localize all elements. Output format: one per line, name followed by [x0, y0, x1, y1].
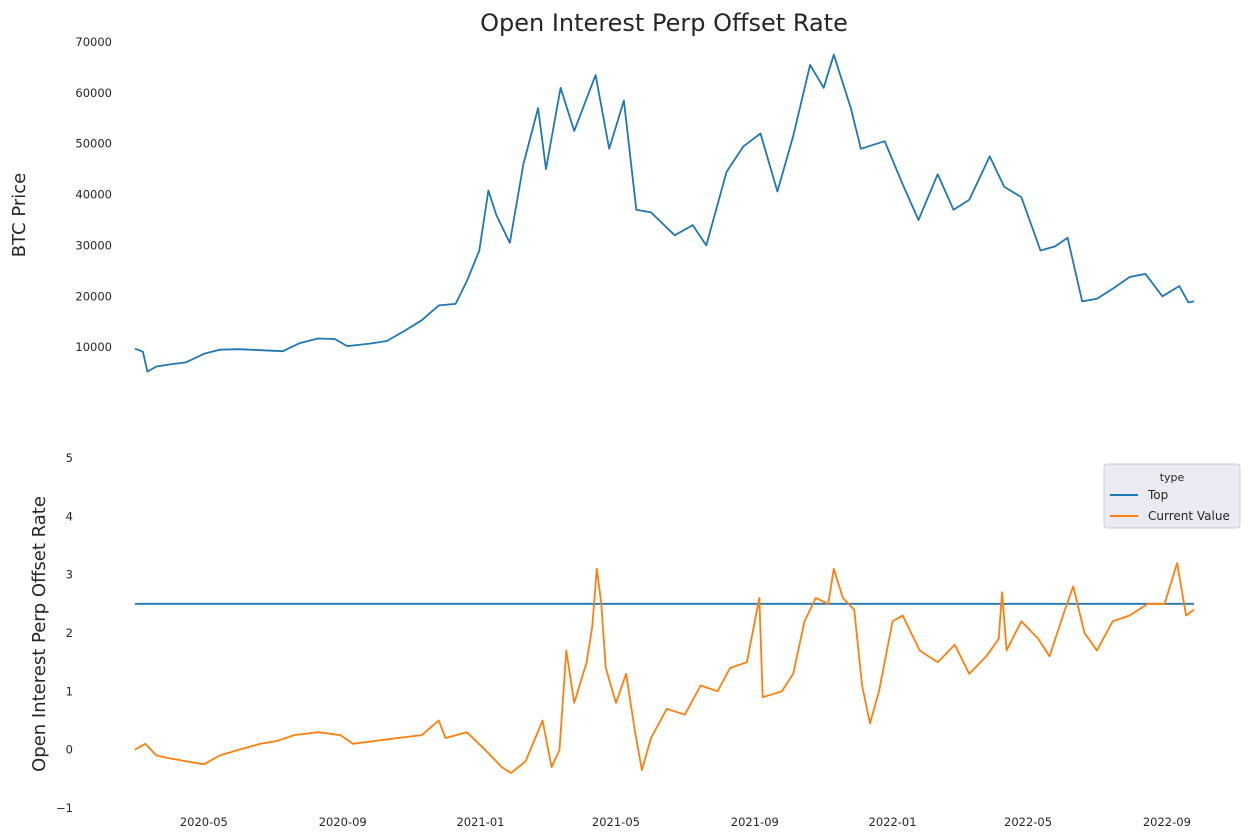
top-y-tick-label: 20000	[75, 289, 112, 303]
legend-box	[1103, 463, 1241, 529]
x-tick-label: 2021-09	[731, 815, 779, 829]
x-tick-label: 2022-09	[1143, 815, 1191, 829]
bottom-y-tick-label: 2	[66, 626, 73, 640]
x-tick-label: 2020-09	[319, 815, 367, 829]
legend-label-current-value: Current Value	[1148, 509, 1230, 523]
bottom-y-ticks: −1 0 1 2 3 4 5	[56, 451, 73, 815]
bottom-y-tick-label: 0	[66, 743, 73, 757]
top-panel: BTC Price 10000 20000 30000 40000 50000 60000…	[9, 35, 1195, 373]
x-tick-label: 2021-01	[456, 815, 504, 829]
bottom-y-tick-label: 3	[66, 568, 73, 582]
top-y-tick-label: 50000	[75, 137, 112, 151]
bottom-plot-area	[134, 562, 1195, 774]
top-y-axis-label: BTC Price	[9, 173, 30, 258]
top-plot-area	[134, 53, 1195, 373]
top-y-tick-label: 70000	[75, 35, 112, 49]
bottom-y-tick-label: 5	[66, 451, 73, 465]
bottom-y-axis-label: Open Interest Perp Offset Rate	[29, 496, 50, 772]
x-tick-label: 2020-05	[180, 815, 228, 829]
chart-title: Open Interest Perp Offset Rate	[480, 9, 848, 37]
legend-title: type	[1160, 471, 1185, 484]
bottom-panel: Open Interest Perp Offset Rate −1012345 …	[29, 451, 1241, 829]
bottom-y-tick-label: 4	[66, 509, 73, 523]
current-value-line	[134, 562, 1195, 774]
x-tick-label: 2021-05	[592, 815, 640, 829]
top-y-tick-label: 60000	[75, 86, 112, 100]
x-tick-label: 2022-01	[869, 815, 917, 829]
legend: type Top Current Value	[1103, 463, 1241, 529]
bottom-y-tick-label: 1	[66, 684, 73, 698]
x-tick-label: 2022-05	[1004, 815, 1052, 829]
top-y-tick-label: 10000	[75, 340, 112, 354]
top-y-ticks: 10000 20000 30000 40000 50000 60000 70000	[75, 35, 112, 354]
legend-label-top: Top	[1147, 488, 1168, 502]
btc-price-line	[134, 53, 1195, 373]
top-y-tick-label: 30000	[75, 238, 112, 252]
top-y-tick-label: 40000	[75, 188, 112, 202]
x-ticks: 2020-05 2020-09 2021-01 2021-05 2021-09 2022-…	[180, 815, 1191, 829]
bottom-y-tick-label: −1	[56, 801, 73, 815]
